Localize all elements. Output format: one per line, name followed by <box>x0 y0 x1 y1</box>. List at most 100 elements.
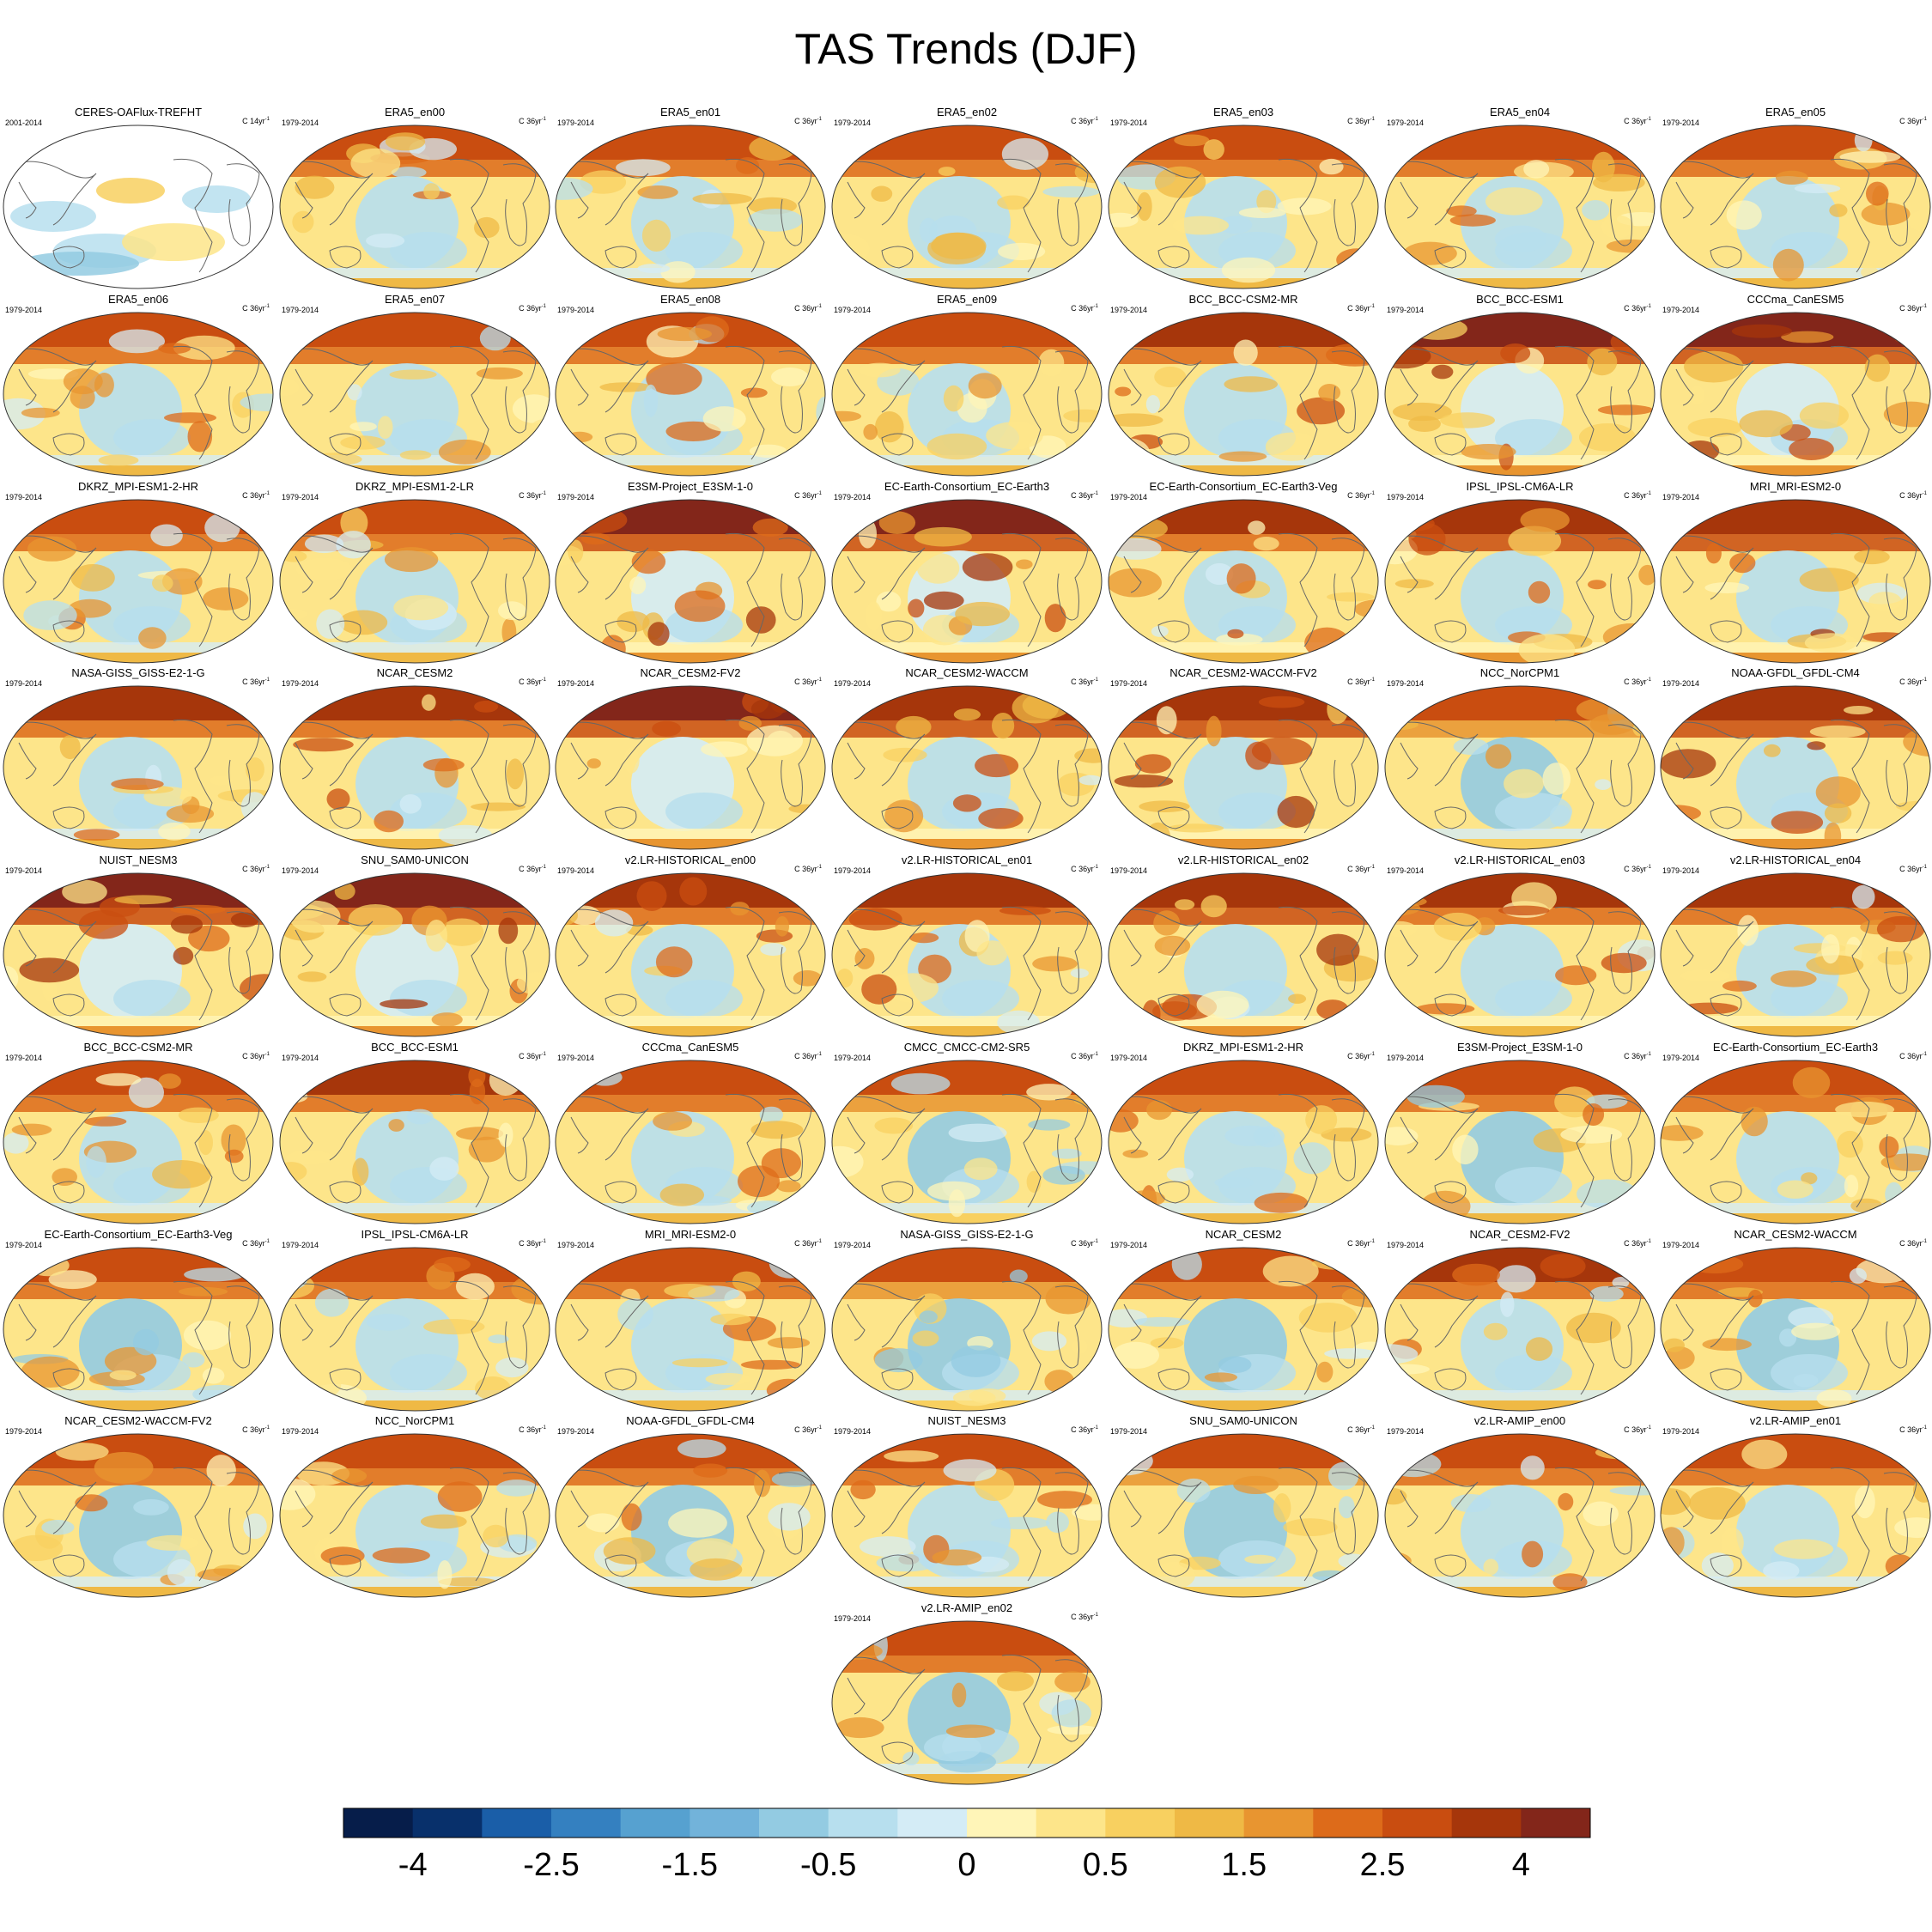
panel-units-text: C 36yr <box>794 677 817 686</box>
panel-title: v2.LR-HISTORICAL_en03 <box>1454 854 1586 866</box>
map-plot <box>1108 1433 1379 1598</box>
panel-title: v2.LR-HISTORICAL_en02 <box>1177 854 1309 866</box>
panel-title: ERA5_en05 <box>1765 106 1826 118</box>
colorbar-swatch <box>967 1808 1037 1838</box>
panel-units-exponent: -1 <box>541 304 546 309</box>
map-panel: ERA5_en01 1979-2014 C 36yr-1 <box>554 106 827 294</box>
panel-units-exponent: -1 <box>541 1052 546 1057</box>
panel-title: DKRZ_MPI-ESM1-2-LR <box>355 480 474 493</box>
panel-period: 1979-2014 <box>557 118 595 127</box>
coastline <box>1113 158 1365 273</box>
panel-units-text: C 36yr <box>1071 677 1094 686</box>
panel-units-text: C 36yr <box>242 677 265 686</box>
map-panel: BCC_BCC-ESM1 1979-2014 C 36yr-1 <box>1383 294 1656 481</box>
panel-units: C 36yr-1 <box>1899 117 1927 125</box>
coastline <box>8 906 260 1021</box>
colorbar-swatch <box>1451 1808 1522 1838</box>
panel-units: C 36yr-1 <box>242 1239 270 1248</box>
panel-title: NCAR_CESM2 <box>376 666 453 679</box>
map-field <box>832 1060 1102 1224</box>
map-plot <box>831 872 1103 1037</box>
panel-title: NCC_NorCPM1 <box>374 1414 455 1427</box>
panel-title: ERA5_en08 <box>659 293 721 306</box>
coastline <box>560 1093 812 1208</box>
panel-units: C 36yr-1 <box>794 1052 822 1060</box>
panel-period: 1979-2014 <box>5 1241 43 1249</box>
panel-units-exponent: -1 <box>264 1425 270 1431</box>
panel-units-exponent: -1 <box>264 491 270 496</box>
panel-units-text: C 36yr <box>519 491 542 500</box>
panel-period: 1979-2014 <box>557 306 595 314</box>
map-field <box>556 1248 825 1411</box>
map-panel: ERA5_en07 1979-2014 C 36yr-1 <box>278 294 551 481</box>
coastline <box>1665 158 1917 273</box>
coastline <box>8 532 260 647</box>
map-panel: NOAA-GFDL_GFDL-CM4 1979-2014 C 36yr-1 <box>1659 667 1932 854</box>
panel-period: 1979-2014 <box>282 1241 319 1249</box>
panel-units-text: C 36yr <box>1899 1239 1923 1248</box>
panel-units: C 36yr-1 <box>1899 865 1927 873</box>
map-plot <box>1384 685 1656 850</box>
map-plot <box>279 499 550 664</box>
panel-period: 1979-2014 <box>834 1427 872 1436</box>
map-plot <box>1108 125 1379 289</box>
panel-period: 1979-2014 <box>1662 118 1700 127</box>
panel-units: C 36yr-1 <box>794 1239 822 1248</box>
panel-title: NCC_NorCPM1 <box>1479 666 1560 679</box>
coastline <box>560 906 812 1021</box>
panel-units-exponent: -1 <box>1370 304 1375 309</box>
panel-period: 1979-2014 <box>557 679 595 688</box>
coastline <box>8 345 260 460</box>
panel-period: 1979-2014 <box>1110 493 1148 501</box>
panel-title: NASA-GISS_GISS-E2-1-G <box>71 666 205 679</box>
panel-units-text: C 36yr <box>519 1239 542 1248</box>
panel-units: C 36yr-1 <box>242 677 270 686</box>
map-panel: v2.LR-HISTORICAL_en03 1979-2014 C 36yr-1 <box>1383 854 1656 1042</box>
coastline <box>8 1093 260 1208</box>
panel-units-exponent: -1 <box>264 304 270 309</box>
panel-units-exponent: -1 <box>1646 1239 1651 1244</box>
panel-title: NCAR_CESM2-WACCM-FV2 <box>1170 666 1317 679</box>
coastline <box>1665 1467 1917 1582</box>
map-plot <box>1384 499 1656 664</box>
panel-units-exponent: -1 <box>1922 865 1927 870</box>
panel-period: 1979-2014 <box>1387 679 1425 688</box>
panel-units: C 36yr-1 <box>1347 117 1375 125</box>
map-field <box>280 1248 550 1411</box>
panel-units-exponent: -1 <box>1093 1425 1098 1431</box>
map-plot <box>3 1433 274 1598</box>
coastline <box>284 1093 537 1208</box>
panel-units: C 36yr-1 <box>1071 1425 1098 1434</box>
panel-units-exponent: -1 <box>541 1425 546 1431</box>
colorbar-tick-label: -1.5 <box>662 1847 718 1883</box>
colorbar-swatch <box>1175 1808 1245 1838</box>
panel-title: NCAR_CESM2-WACCM-FV2 <box>64 1414 212 1427</box>
coastline <box>1665 719 1917 834</box>
map-panel: DKRZ_MPI-ESM1-2-LR 1979-2014 C 36yr-1 <box>278 481 551 668</box>
panel-units-exponent: -1 <box>264 117 270 122</box>
panel-period: 1979-2014 <box>282 866 319 875</box>
panel-units-exponent: -1 <box>541 865 546 870</box>
colorbar-swatch <box>690 1808 760 1838</box>
panel-units-text: C 36yr <box>1347 1239 1370 1248</box>
map-field <box>1109 1434 1378 1597</box>
map-panel: ERA5_en04 1979-2014 C 36yr-1 <box>1383 106 1656 294</box>
panel-units-exponent: -1 <box>1370 1425 1375 1431</box>
map-plot <box>279 1247 550 1412</box>
map-field <box>832 500 1102 663</box>
map-field <box>3 686 273 849</box>
panel-units-text: C 36yr <box>1071 1052 1094 1060</box>
panel-period: 1979-2014 <box>1662 679 1700 688</box>
map-panel: NCC_NorCPM1 1979-2014 C 36yr-1 <box>278 1415 551 1602</box>
panel-period: 1979-2014 <box>282 679 319 688</box>
map-plot <box>831 499 1103 664</box>
colorbar-tick-label: -4 <box>398 1847 428 1883</box>
panel-units-text: C 36yr <box>519 677 542 686</box>
map-field <box>1661 686 1930 849</box>
panel-units-text: C 36yr <box>519 117 542 125</box>
coastline <box>8 1280 260 1395</box>
panel-title: DKRZ_MPI-ESM1-2-HR <box>1182 1041 1304 1054</box>
panel-title: NCAR_CESM2-FV2 <box>640 666 741 679</box>
panel-units-text: C 36yr <box>1071 865 1094 873</box>
panel-units-exponent: -1 <box>1922 304 1927 309</box>
